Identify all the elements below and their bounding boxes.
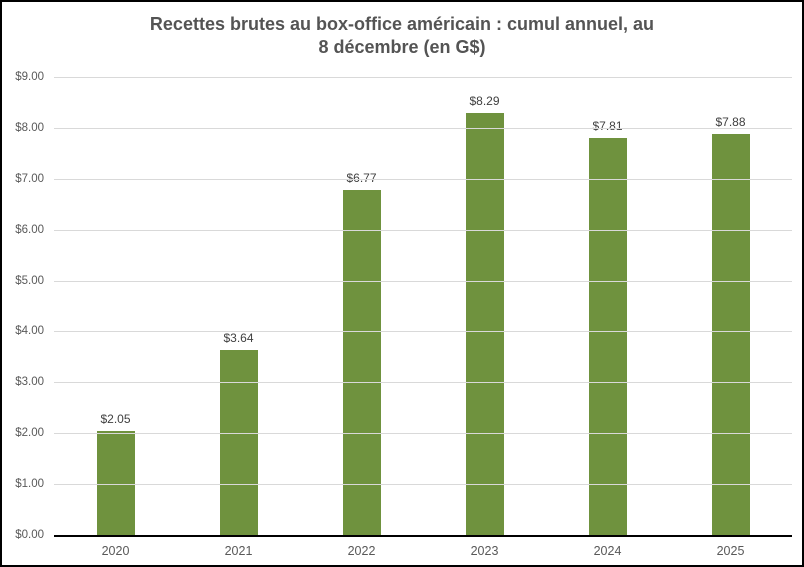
y-tick-label: $2.00 (15, 427, 44, 440)
gridline (54, 382, 792, 384)
bar-value-label: $6.77 (346, 171, 377, 186)
bar-value-label: $2.05 (100, 411, 131, 426)
y-tick-label: $7.00 (15, 172, 44, 185)
bar-slot: $7.81 (546, 77, 669, 535)
bar (96, 430, 135, 535)
gridline (54, 127, 792, 129)
y-tick-label: $3.00 (15, 376, 44, 389)
gridline (54, 331, 792, 333)
bar-value-label: $8.29 (469, 94, 500, 109)
y-axis: $0.00 $1.00 $2.00 $3.00 $4.00 $5.00 $6.00 $7.00… (2, 71, 48, 541)
bar (588, 137, 627, 535)
bar (219, 349, 258, 535)
bar-slot: $6.77 (300, 77, 423, 535)
gridline (54, 433, 792, 435)
bar-slot: $3.64 (177, 77, 300, 535)
bar (342, 190, 381, 535)
y-tick-label: $0.00 (15, 529, 44, 541)
x-tick-label: 2022 (347, 544, 376, 558)
x-axis: 2020 2021 2022 2023 2024 2025 (54, 537, 792, 558)
y-tick-label: $4.00 (15, 325, 44, 338)
plot-area: $2.05 $3.64 $6.77 $8.29 $7.81 $7.88 (54, 77, 792, 537)
bars-container: $2.05 $3.64 $6.77 $8.29 $7.81 $7.88 (54, 77, 792, 535)
bar-value-label: $7.81 (592, 118, 623, 133)
gridline (54, 77, 792, 78)
bar-value-label: $3.64 (223, 330, 254, 345)
bar-slot: $2.05 (54, 77, 177, 535)
y-tick-label: $8.00 (15, 121, 44, 134)
gridline (54, 178, 792, 180)
bar (711, 134, 750, 535)
chart-title-line-1: Recettes brutes au box-office américain … (149, 14, 655, 34)
y-tick-label: $9.00 (15, 71, 44, 83)
bar-value-label: $7.88 (715, 115, 746, 129)
gridline (54, 280, 792, 282)
gridline (54, 229, 792, 231)
x-tick-label: 2023 (470, 544, 499, 558)
x-tick-label: 2024 (593, 544, 622, 558)
y-tick-label: $6.00 (15, 223, 44, 236)
y-tick-label: $1.00 (15, 478, 44, 491)
y-tick-label: $5.00 (15, 274, 44, 287)
bar (465, 113, 504, 535)
x-tick-label: 2025 (716, 544, 745, 558)
x-tick-label: 2020 (101, 544, 130, 558)
bar-slot: $7.88 (669, 77, 792, 535)
gridline (54, 484, 792, 486)
chart-title: Recettes brutes au box-office américain … (2, 13, 802, 59)
bar-slot: $8.29 (423, 77, 546, 535)
chart-title-line-2: 8 décembre (en G$) (318, 37, 486, 57)
x-tick-label: 2021 (224, 544, 253, 558)
